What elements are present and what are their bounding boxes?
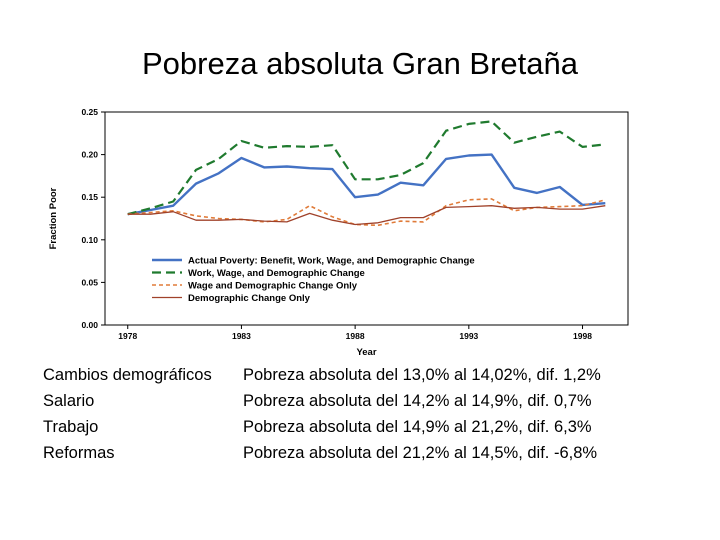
note-label: Reformas <box>43 444 115 462</box>
legend-label: Wage and Demographic Change Only <box>188 281 358 292</box>
x-tick-label: 1988 <box>346 331 365 341</box>
legend-label: Work, Wage, and Demographic Change <box>188 268 365 279</box>
series-line <box>127 153 606 216</box>
note-text: Pobreza absoluta del 21,2% al 14,5%, dif… <box>243 444 598 462</box>
y-tick-label: 0.15 <box>81 192 98 202</box>
x-tick-label: 1983 <box>232 331 251 341</box>
x-tick-label: 1993 <box>459 331 478 341</box>
legend-label: Actual Poverty: Benefit, Work, Wage, and… <box>188 256 475 267</box>
y-tick-label: 0.10 <box>81 235 98 245</box>
y-tick-label: 0.20 <box>81 150 98 160</box>
y-tick-label: 0.25 <box>81 107 98 117</box>
y-tick-label: 0.05 <box>81 277 98 287</box>
note-text: Pobreza absoluta del 13,0% al 14,02%, di… <box>243 366 601 384</box>
y-tick-label: 0.00 <box>81 320 98 330</box>
slide-title: Pobreza absoluta Gran Bretaña <box>142 46 578 81</box>
plot-frame <box>104 111 629 326</box>
y-axis-label: Fraction Poor <box>48 187 59 249</box>
series-line <box>127 120 606 216</box>
x-tick-label: 1998 <box>573 331 592 341</box>
note-text: Pobreza absoluta del 14,2% al 14,9%, dif… <box>243 392 592 410</box>
note-label: Trabajo <box>43 418 99 436</box>
series-line <box>127 205 606 226</box>
x-axis-label: Year <box>356 347 376 358</box>
note-label: Cambios demográficos <box>43 366 212 384</box>
note-text: Pobreza absoluta del 14,9% al 21,2%, dif… <box>243 418 592 436</box>
legend-label: Demographic Change Only <box>188 293 311 304</box>
x-tick-label: 1978 <box>118 331 137 341</box>
line-chart: 0.00 0.05 0.10 0.15 0.20 0.25 1978 1983 1988 1993… <box>48 107 629 358</box>
note-label: Salario <box>43 392 95 410</box>
series-line <box>127 198 606 227</box>
